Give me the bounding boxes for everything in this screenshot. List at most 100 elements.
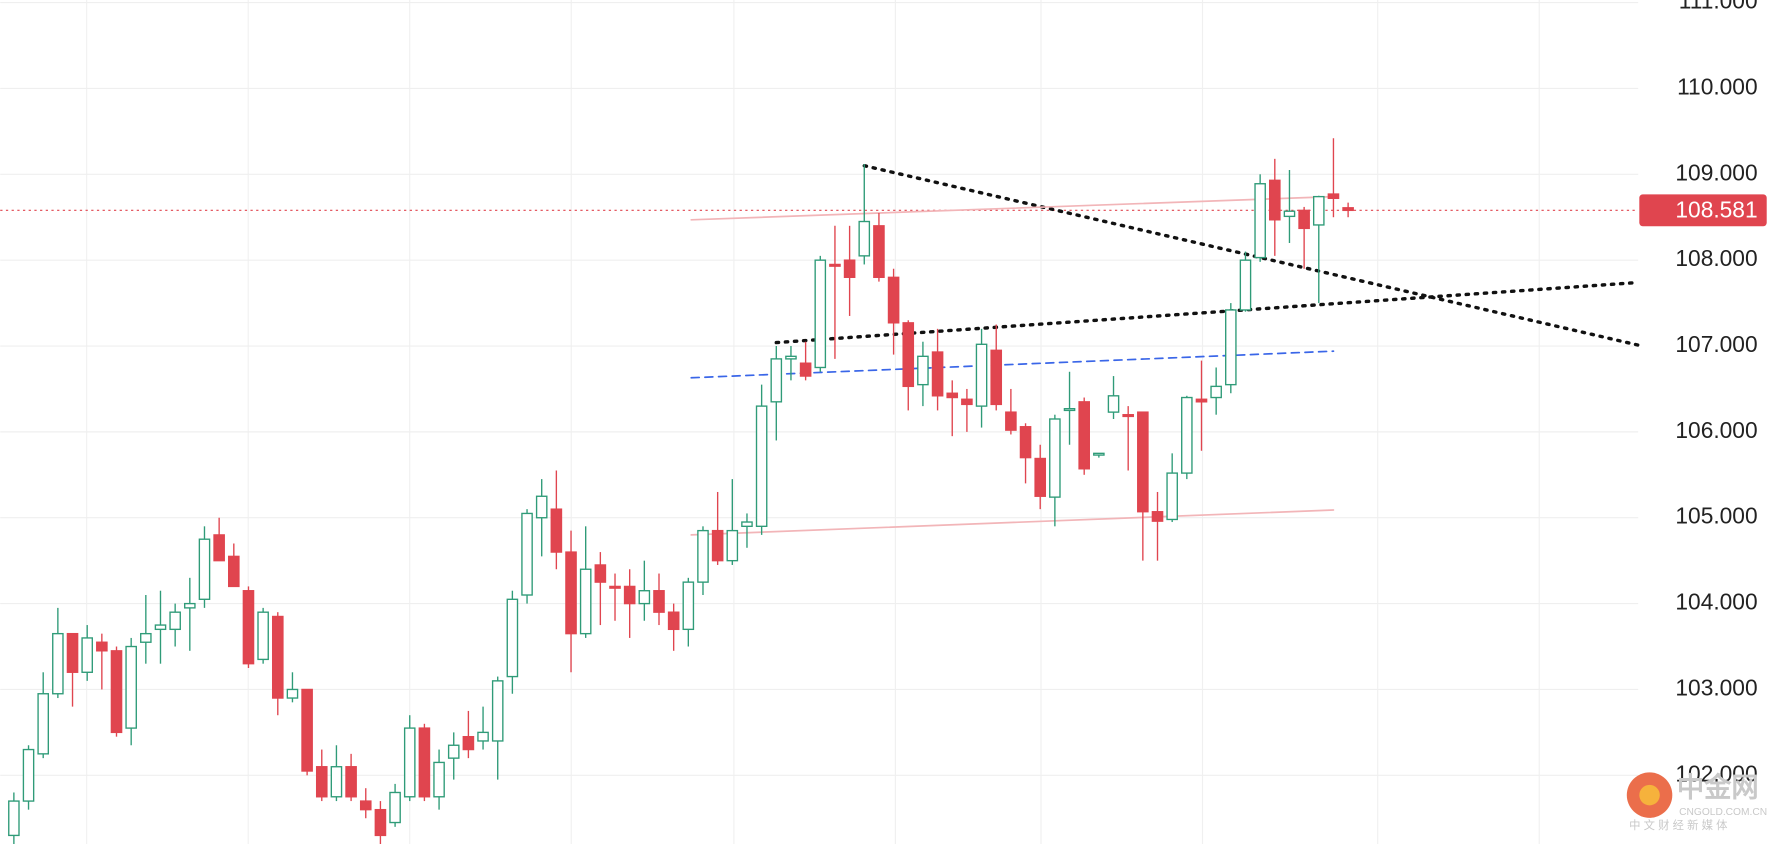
candle-body <box>1122 414 1134 418</box>
candle-body <box>1298 209 1310 230</box>
candle-body <box>697 529 709 583</box>
candle-body <box>271 615 284 699</box>
candle-body <box>1283 210 1296 218</box>
last-price-label: 108.581 <box>1675 196 1757 222</box>
candle-body <box>506 598 519 678</box>
candle-body <box>315 766 328 798</box>
candle-body <box>682 581 695 631</box>
candle-body <box>1019 426 1032 459</box>
candle-body <box>477 731 489 742</box>
candle-body <box>638 590 651 605</box>
candle-body <box>1005 411 1017 431</box>
candle-body <box>873 225 885 279</box>
candle-body <box>403 727 416 798</box>
last-price-box <box>1639 194 1767 227</box>
candle-body <box>1342 207 1354 212</box>
candle-body <box>799 362 812 377</box>
candle-body <box>1151 511 1164 522</box>
candle-body <box>594 564 607 583</box>
candle-body <box>550 508 563 553</box>
candle-body <box>1312 195 1325 226</box>
candle-body <box>301 688 313 772</box>
candle-body <box>81 637 93 673</box>
y-tick-label: 108.000 <box>1675 245 1757 271</box>
candle-body <box>140 632 152 643</box>
trendline <box>690 350 1335 379</box>
candle-body <box>184 602 196 609</box>
candle-body <box>1225 309 1237 386</box>
candle-body <box>711 529 724 562</box>
candle-body <box>1210 385 1222 399</box>
candle-body <box>1181 396 1193 474</box>
candle-body <box>1239 259 1252 311</box>
candle-body <box>213 534 225 562</box>
candle-body <box>418 727 431 798</box>
y-tick-label: 107.000 <box>1675 331 1757 357</box>
candle-body <box>770 358 783 403</box>
candle-body <box>125 645 137 729</box>
brand: 中金网 <box>1677 772 1759 803</box>
candle-body <box>228 555 240 588</box>
candle-body <box>917 355 929 386</box>
candle-body <box>1063 408 1076 412</box>
trendline <box>774 280 1641 345</box>
candle-body <box>154 624 167 631</box>
candle-body <box>242 590 255 665</box>
candles <box>8 138 1354 844</box>
candle-body <box>389 791 401 824</box>
candle-body <box>609 585 621 589</box>
candle-body <box>785 355 797 360</box>
candle-body <box>579 568 592 635</box>
candle-body <box>359 800 372 811</box>
candle-body <box>169 611 181 631</box>
candle-body <box>843 259 856 279</box>
candle-body <box>1254 183 1266 259</box>
candle-body <box>1107 395 1120 413</box>
candle-body <box>814 259 827 369</box>
candle-body <box>975 343 988 407</box>
candle-body <box>345 766 357 798</box>
candle-body <box>491 680 504 742</box>
candle-body <box>1078 401 1090 470</box>
y-tick-label: 110.000 <box>1677 73 1758 99</box>
y-tick-label: 111.000 <box>1679 0 1758 14</box>
candle-body <box>931 351 944 397</box>
candle-body <box>374 808 387 837</box>
candle-body <box>565 551 577 635</box>
site: CNGOLD.COM.CN <box>1679 807 1767 818</box>
candle-body <box>1049 418 1061 498</box>
candle-body <box>1137 411 1149 513</box>
candle-body <box>961 398 973 406</box>
candle-body <box>726 529 739 562</box>
candle-body <box>22 748 35 802</box>
y-tick-label: 102.000 <box>1675 760 1757 786</box>
candle-body <box>330 766 343 798</box>
candle-body <box>447 744 460 759</box>
candle-body <box>623 585 636 605</box>
trendline <box>862 164 1641 347</box>
candle-body <box>1269 179 1281 221</box>
candle-body <box>1195 398 1208 403</box>
candle-body <box>667 611 680 631</box>
candle-body <box>257 611 269 661</box>
y-tick-label: 106.000 <box>1675 417 1757 443</box>
price-axis: 102.000 103.000 104.000 105.000 106.000 107.0… <box>1639 0 1767 786</box>
vertical-grid <box>86 0 1540 844</box>
candle-body <box>1327 193 1340 200</box>
trendline <box>690 195 1335 221</box>
candle-body <box>37 693 50 755</box>
watermark: 中金网 CNGOLD.COM.CN 中 文 财 经 新 媒 体 <box>1626 772 1767 832</box>
candle-body <box>990 349 1003 406</box>
candle-body <box>755 405 768 528</box>
candle-body <box>535 495 548 519</box>
candle-body <box>653 590 665 613</box>
candle-body <box>1166 472 1178 521</box>
candle-body <box>8 800 20 837</box>
candle-body <box>521 512 533 596</box>
y-tick-label: 104.000 <box>1675 589 1757 615</box>
candle-body <box>462 735 475 751</box>
y-tick-label: 105.000 <box>1675 503 1757 529</box>
candle-body <box>829 263 841 267</box>
